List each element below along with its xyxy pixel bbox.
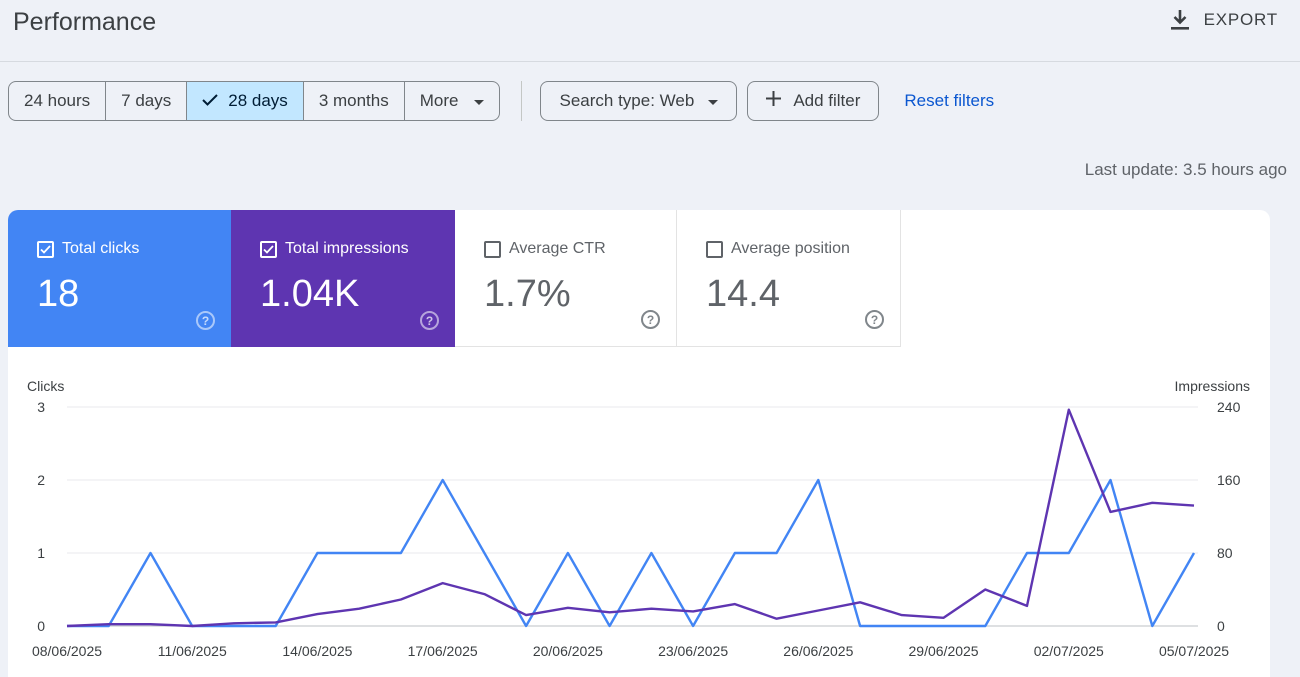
y-left-axis-title: Clicks	[27, 378, 64, 394]
checkbox-unchecked-icon[interactable]	[484, 240, 501, 258]
date-range-28-days[interactable]: 28 days	[187, 82, 304, 120]
metric-total-clicks[interactable]: Total clicks 18 ?	[8, 210, 231, 347]
y-left-tick-label: 1	[37, 545, 45, 561]
page-title: Performance	[13, 8, 157, 36]
metric-value: 1.7%	[484, 273, 571, 315]
x-tick-label: 20/06/2025	[533, 643, 603, 659]
x-tick-label: 08/06/2025	[32, 643, 102, 659]
export-label: EXPORT	[1203, 10, 1278, 29]
add-filter-button[interactable]: Add filter	[747, 81, 880, 121]
metric-label: Average CTR	[509, 240, 606, 257]
x-tick-label: 11/06/2025	[158, 643, 227, 659]
metric-average-ctr[interactable]: Average CTR 1.7% ?	[455, 210, 677, 347]
metric-label: Average position	[731, 240, 850, 257]
x-tick-label: 17/06/2025	[408, 643, 478, 659]
y-left-tick-label: 2	[37, 472, 45, 488]
filter-toolbar: 24 hours 7 days 28 days 3 months More Se…	[8, 81, 994, 121]
last-update-text: Last update: 3.5 hours ago	[1084, 160, 1287, 179]
caret-down-icon	[474, 91, 485, 111]
y-right-tick-label: 80	[1217, 545, 1233, 561]
date-range-more-dropdown[interactable]: More	[405, 82, 500, 120]
x-tick-label: 29/06/2025	[909, 643, 979, 659]
help-icon[interactable]: ?	[865, 310, 884, 329]
help-icon[interactable]: ?	[420, 311, 439, 330]
x-tick-label: 14/06/2025	[282, 643, 352, 659]
y-left-tick-label: 0	[37, 618, 45, 634]
x-tick-label: 26/06/2025	[783, 643, 853, 659]
date-range-selector: 24 hours 7 days 28 days 3 months More	[8, 81, 501, 121]
metric-total-impressions[interactable]: Total impressions 1.04K ?	[231, 210, 455, 347]
checkbox-checked-icon[interactable]	[260, 240, 277, 258]
series-line-impressions	[66, 408, 1195, 628]
reset-filters-link[interactable]: Reset filters	[904, 91, 995, 110]
date-range-7-days[interactable]: 7 days	[106, 82, 188, 120]
y-right-tick-label: 240	[1217, 399, 1241, 415]
caret-down-icon	[708, 91, 719, 111]
download-icon	[1170, 9, 1190, 31]
toolbar-divider	[521, 81, 523, 121]
help-icon[interactable]: ?	[196, 311, 215, 330]
x-tick-label: 23/06/2025	[658, 643, 728, 659]
export-button[interactable]: EXPORT	[1170, 9, 1278, 31]
checkbox-unchecked-icon[interactable]	[706, 240, 723, 258]
x-tick-label: 02/07/2025	[1034, 643, 1104, 659]
metric-label: Total impressions	[285, 240, 409, 257]
page-header: Performance EXPORT	[0, 0, 1300, 62]
y-right-axis-title: Impressions	[1175, 378, 1250, 394]
metric-average-position[interactable]: Average position 14.4 ?	[677, 210, 901, 347]
x-tick-label: 05/07/2025	[1159, 643, 1229, 659]
metric-value: 18	[37, 273, 80, 315]
y-right-tick-label: 160	[1217, 472, 1241, 488]
y-left-tick-label: 3	[37, 399, 45, 415]
metric-value: 1.04K	[260, 273, 360, 315]
checkbox-checked-icon[interactable]	[37, 240, 54, 258]
y-right-tick-label: 0	[1217, 618, 1225, 634]
metric-label: Total clicks	[62, 240, 140, 257]
performance-card: Total clicks 18 ? Total impressions 1.04…	[8, 210, 1270, 677]
date-range-24-hours[interactable]: 24 hours	[9, 82, 107, 120]
date-range-3-months[interactable]: 3 months	[304, 82, 405, 120]
plus-icon	[766, 91, 782, 111]
help-icon[interactable]: ?	[641, 310, 660, 329]
metric-value: 14.4	[706, 273, 780, 315]
series-line-clicks	[67, 478, 1196, 628]
search-type-dropdown[interactable]: Search type: Web	[540, 81, 738, 121]
performance-chart[interactable]: 0 1 2 3 0 80 160 240 Clicks Impressions 08/06/2025…	[8, 210, 1270, 677]
check-icon	[202, 91, 218, 111]
